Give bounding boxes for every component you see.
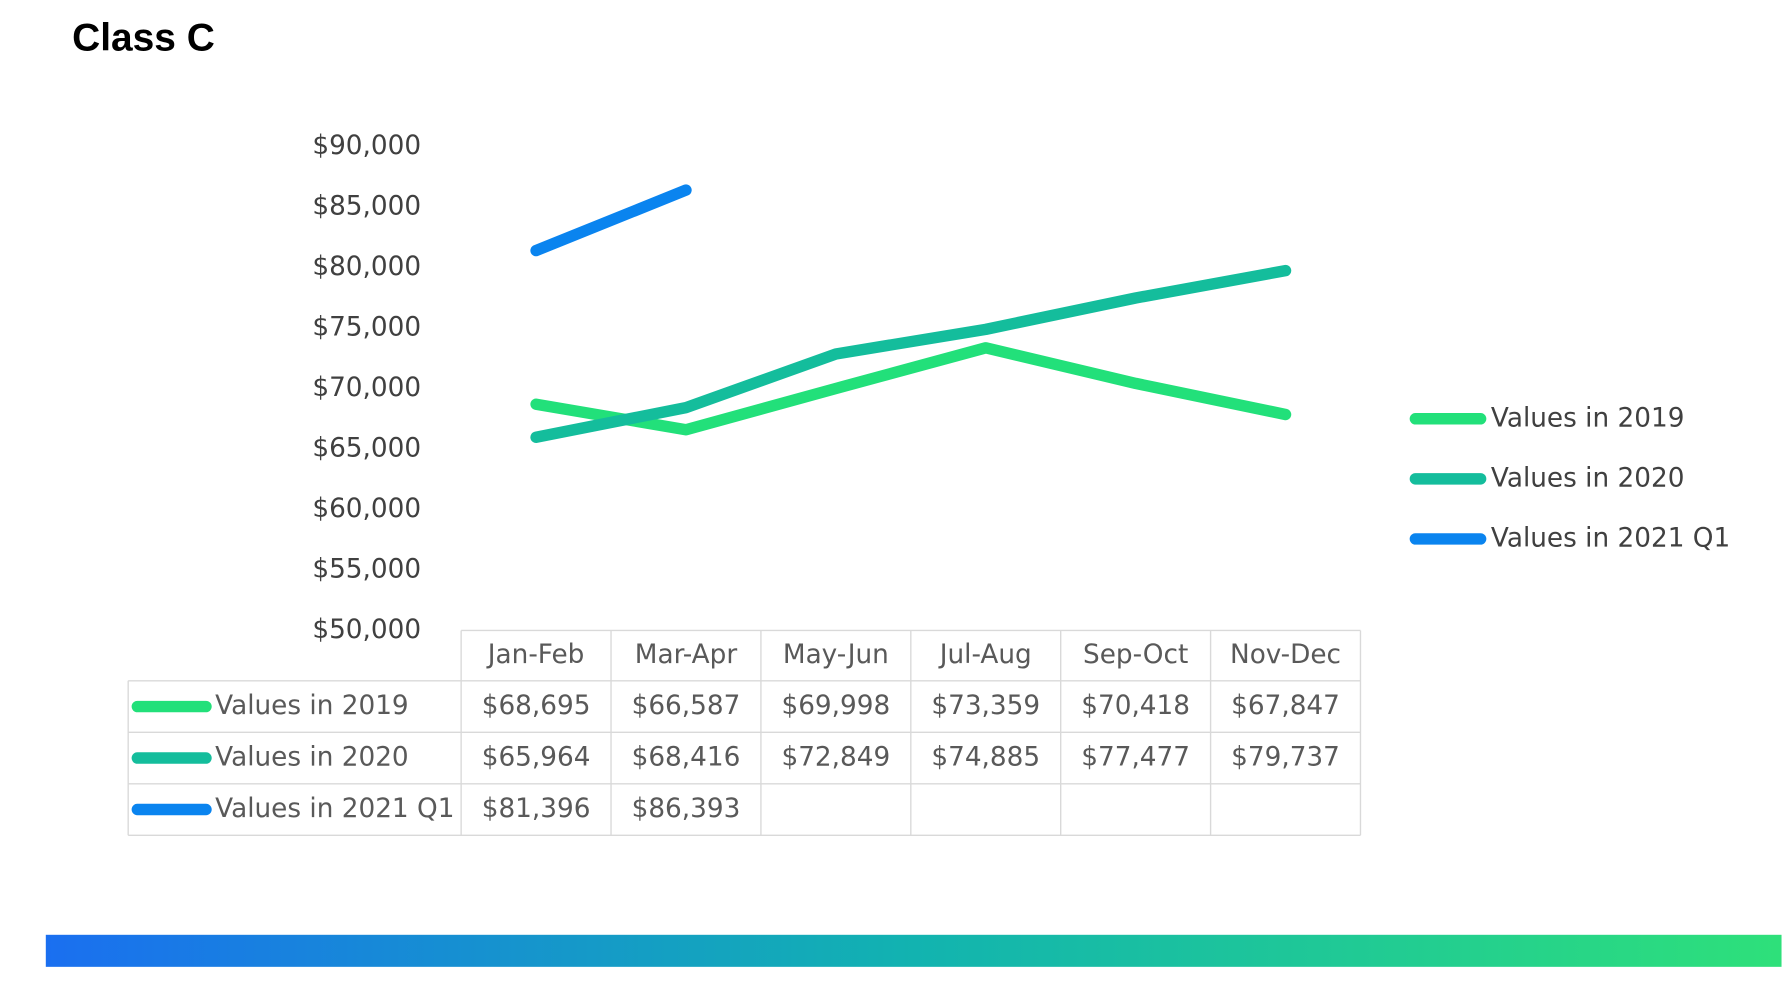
y-tick-label: $70,000 — [312, 373, 421, 403]
y-tick-label: $50,000 — [312, 615, 421, 645]
legend-label: Values in 2020 — [1491, 463, 1685, 493]
table-cell: $79,737 — [1231, 743, 1340, 773]
series-line — [530, 342, 1292, 436]
table-row-label: Values in 2021 Q1 — [215, 794, 454, 824]
table-cell: $69,998 — [781, 691, 890, 721]
y-tick-label: $55,000 — [312, 554, 421, 584]
table-cell: $68,695 — [482, 691, 591, 721]
table-cell: $66,587 — [632, 691, 741, 721]
y-tick-label: $85,000 — [312, 191, 421, 221]
x-tick-label: Mar-Apr — [635, 640, 738, 670]
table-row-label: Values in 2020 — [215, 743, 409, 773]
series-line — [530, 184, 692, 257]
y-tick-label: $90,000 — [312, 131, 421, 161]
table-cell: $70,418 — [1081, 691, 1190, 721]
table-cell: $72,849 — [781, 743, 890, 773]
series-line — [530, 264, 1292, 444]
y-tick-label: $80,000 — [312, 252, 421, 282]
x-tick-label: Sep-Oct — [1083, 640, 1188, 670]
x-tick-label: May-Jun — [783, 640, 889, 670]
chart-title: Class C — [72, 16, 215, 59]
table-cell: $77,477 — [1081, 743, 1190, 773]
table-cell: $65,964 — [482, 743, 591, 773]
table-cell: $67,847 — [1231, 691, 1340, 721]
x-tick-label: Jan-Feb — [486, 640, 585, 670]
x-tick-label: Jul-Aug — [938, 640, 1032, 670]
table-row-label: Values in 2019 — [215, 691, 409, 721]
x-tick-label: Nov-Dec — [1230, 640, 1341, 670]
table-cell: $81,396 — [482, 794, 591, 824]
legend-label: Values in 2021 Q1 — [1491, 523, 1730, 553]
footer-bar — [45, 934, 1782, 967]
table-cell: $74,885 — [931, 743, 1040, 773]
table-cell: $86,393 — [632, 794, 741, 824]
y-tick-label: $60,000 — [312, 494, 421, 524]
table-cell: $68,416 — [632, 743, 741, 773]
y-tick-label: $65,000 — [312, 433, 421, 463]
legend-label: Values in 2019 — [1491, 403, 1685, 433]
table-cell: $73,359 — [931, 691, 1040, 721]
y-tick-label: $75,000 — [312, 312, 421, 342]
